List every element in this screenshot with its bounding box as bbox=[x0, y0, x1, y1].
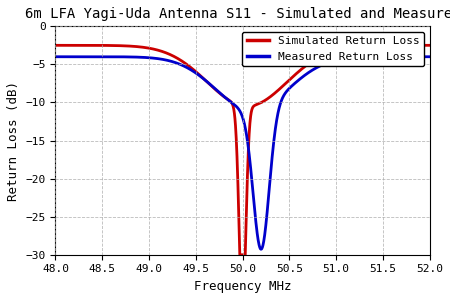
Measured Return Loss bbox=[72, 55, 77, 58]
Measured Return Loss bbox=[347, 56, 353, 60]
Simulated Return Loss bbox=[234, 165, 240, 169]
Legend: Simulated Return Loss, Measured Return Loss: Simulated Return Loss, Measured Return L… bbox=[242, 32, 424, 66]
X-axis label: Frequency MHz: Frequency MHz bbox=[194, 280, 291, 293]
Measured Return Loss bbox=[416, 55, 422, 58]
Line: Measured Return Loss: Measured Return Loss bbox=[55, 57, 430, 249]
Simulated Return Loss bbox=[416, 44, 421, 47]
Line: Simulated Return Loss: Simulated Return Loss bbox=[55, 45, 430, 255]
Simulated Return Loss bbox=[427, 44, 432, 47]
Measured Return Loss bbox=[234, 106, 240, 109]
Simulated Return Loss bbox=[53, 44, 58, 47]
Measured Return Loss bbox=[416, 55, 421, 58]
Simulated Return Loss bbox=[225, 98, 230, 101]
Simulated Return Loss bbox=[347, 46, 353, 49]
Simulated Return Loss bbox=[416, 44, 422, 47]
Measured Return Loss bbox=[53, 55, 58, 58]
Simulated Return Loss bbox=[237, 253, 243, 256]
Title: 6m LFA Yagi-Uda Antenna S11 - Simulated and Measured: 6m LFA Yagi-Uda Antenna S11 - Simulated … bbox=[25, 7, 450, 21]
Measured Return Loss bbox=[427, 55, 432, 58]
Simulated Return Loss bbox=[72, 44, 77, 47]
Measured Return Loss bbox=[225, 98, 230, 101]
Measured Return Loss bbox=[258, 248, 264, 251]
Y-axis label: Return Loss (dB): Return Loss (dB) bbox=[7, 80, 20, 200]
